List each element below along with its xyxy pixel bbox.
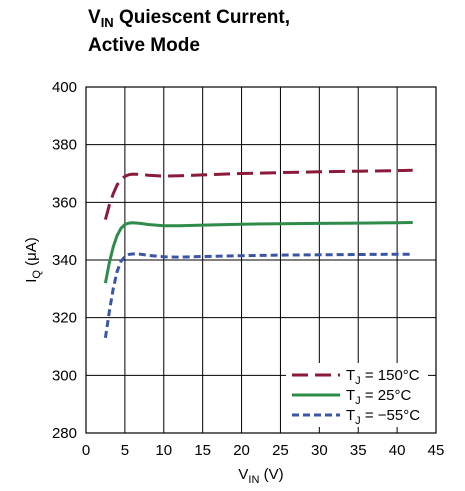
y-axis-label: IQ (μA): [23, 237, 43, 283]
y-tick-label: 360: [52, 194, 77, 211]
series-line-1: [103, 221, 413, 284]
y-tick-label: 400: [52, 79, 77, 96]
ylabel-sub: Q: [31, 270, 43, 279]
y-tick-label: 320: [52, 310, 77, 327]
x-tick-label: 35: [350, 442, 367, 459]
y-tick-labels: 280 300 320 340 360 380 400: [52, 79, 77, 442]
title-sub-in: IN: [100, 15, 114, 30]
series-line-2: [103, 252, 413, 339]
chart-title-line2: Active Mode: [88, 35, 200, 56]
legend-entry-2: TJ = −55°C: [346, 407, 420, 427]
title-v: V: [88, 7, 101, 28]
legend: TJ = 150°CTJ = 25°CTJ = −55°C: [286, 363, 428, 427]
x-tick-labels: 0 5 10 15 20 25 30 35 40 45: [82, 442, 445, 459]
x-tick-label: 25: [272, 442, 289, 459]
x-tick-label: 5: [121, 442, 129, 459]
x-tick-label: 0: [82, 442, 90, 459]
legend-entry-1: TJ = 25°C: [346, 387, 411, 407]
legend-entry-0: TJ = 150°C: [346, 367, 420, 387]
x-tick-label: 20: [233, 442, 250, 459]
chart-title: VIN Quiescent Current, Active Mode: [88, 6, 290, 57]
ylabel-unit: (μA): [23, 237, 40, 270]
xlabel-unit: (V): [259, 466, 283, 483]
xlabel-sub: IN: [248, 474, 259, 486]
x-tick-label: 15: [194, 442, 211, 459]
series-line-0: [103, 168, 413, 220]
xlabel-main: V: [238, 466, 248, 483]
ylabel-main: I: [23, 279, 40, 283]
y-tick-label: 280: [52, 425, 77, 442]
y-tick-label: 340: [52, 252, 77, 269]
series-lines: [103, 168, 413, 339]
title-rest: Quiescent Current,: [113, 7, 291, 28]
x-tick-label: 30: [311, 442, 328, 459]
x-tick-label: 40: [389, 442, 406, 459]
plot-frame: [85, 86, 437, 434]
chart-title-line1: VIN Quiescent Current,: [88, 6, 290, 34]
x-tick-label: 10: [155, 442, 172, 459]
x-axis-label: VIN (V): [238, 466, 283, 486]
y-tick-label: 300: [52, 367, 77, 384]
y-tick-label: 380: [52, 137, 77, 154]
x-tick-label: 45: [428, 442, 445, 459]
